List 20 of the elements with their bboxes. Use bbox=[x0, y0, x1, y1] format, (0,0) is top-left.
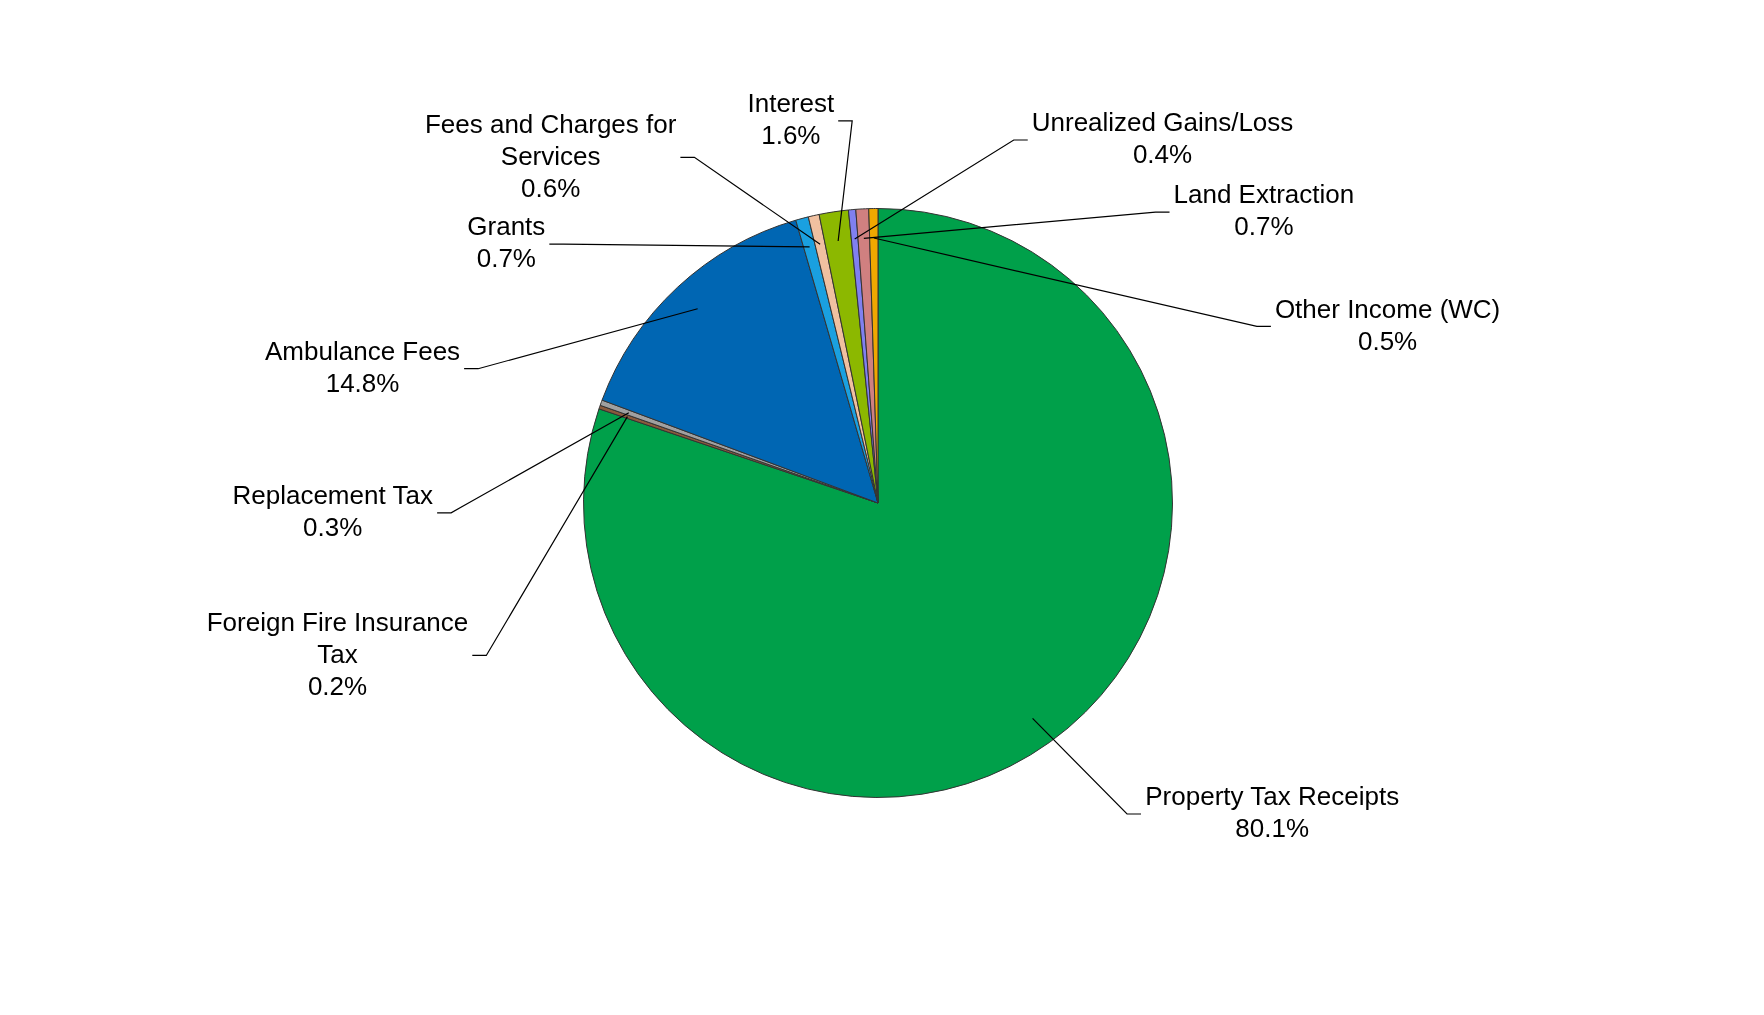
slice-label: Replacement Tax bbox=[232, 479, 433, 510]
data-label: 0.2% bbox=[307, 670, 368, 701]
data-label: 0.4% bbox=[1132, 139, 1193, 170]
slice-label: Interest bbox=[747, 88, 835, 119]
data-label: 1.6% bbox=[761, 120, 821, 151]
slice-label: Property Tax Receipts bbox=[1145, 781, 1400, 812]
slice-label: Other Income (WC) bbox=[1274, 293, 1501, 324]
slice-label: Land Extraction bbox=[1173, 179, 1355, 210]
data-label: 0.7% bbox=[1234, 211, 1294, 242]
slice-label: Unrealized Gains/Loss bbox=[1031, 107, 1294, 138]
data-label: 14.8% bbox=[325, 367, 400, 398]
data-label: 80.1% bbox=[1235, 813, 1310, 844]
slice-label: Ambulance Fees bbox=[265, 335, 461, 366]
slice-label: Fees and Charges for Services bbox=[424, 108, 677, 171]
data-label: 0.7% bbox=[476, 243, 536, 274]
data-label: 0.5% bbox=[1357, 325, 1418, 356]
data-label: 0.6% bbox=[521, 172, 581, 203]
data-label: 0.3% bbox=[303, 511, 363, 542]
slice-label: Grants bbox=[467, 211, 546, 242]
slice-label: Foreign Fire Insurance Tax bbox=[206, 606, 469, 669]
